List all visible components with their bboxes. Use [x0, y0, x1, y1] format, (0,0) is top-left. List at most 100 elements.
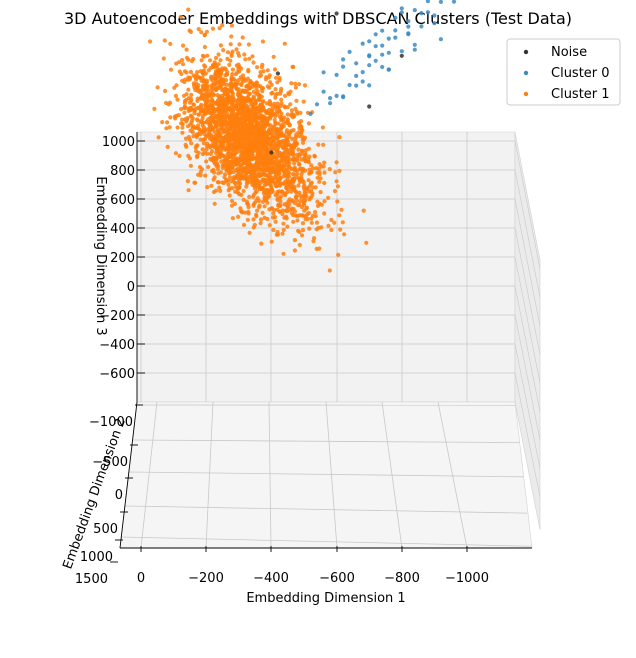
data-point	[215, 93, 220, 98]
data-point	[155, 85, 160, 90]
data-point	[208, 144, 213, 149]
data-point	[229, 23, 235, 28]
data-point	[317, 172, 322, 177]
data-point	[299, 233, 305, 238]
data-point	[179, 71, 184, 77]
data-point	[241, 197, 246, 202]
data-point	[250, 180, 255, 185]
data-point	[228, 42, 233, 47]
data-point	[292, 161, 297, 166]
data-point	[279, 159, 284, 164]
data-point	[367, 63, 372, 68]
data-point	[163, 88, 168, 94]
data-point	[259, 128, 264, 133]
data-point	[252, 106, 257, 111]
data-point	[232, 138, 237, 143]
data-point	[295, 175, 300, 180]
data-point	[380, 52, 385, 57]
data-point	[218, 139, 223, 144]
data-point	[212, 145, 217, 150]
data-point	[306, 210, 311, 216]
data-point	[438, 0, 443, 4]
data-point	[242, 52, 247, 57]
data-point	[270, 104, 275, 109]
data-point	[294, 109, 299, 114]
data-point	[293, 143, 298, 148]
data-point	[252, 140, 257, 145]
data-point	[271, 211, 276, 216]
data-point	[255, 105, 260, 110]
data-point	[241, 188, 246, 194]
data-point	[160, 120, 165, 125]
data-point	[360, 79, 365, 84]
data-point	[245, 164, 250, 169]
data-point	[278, 91, 283, 96]
data-point	[285, 163, 291, 168]
data-point	[406, 19, 411, 24]
data-point	[259, 140, 264, 145]
data-point	[269, 239, 274, 244]
data-point	[291, 112, 296, 117]
data-point	[244, 112, 249, 118]
data-point	[224, 129, 229, 134]
data-point	[327, 167, 332, 172]
data-point	[297, 190, 302, 195]
x-tick-label: −400	[253, 571, 289, 586]
data-point	[298, 110, 303, 115]
data-point	[306, 178, 311, 183]
data-point	[306, 121, 311, 126]
data-point	[274, 156, 279, 161]
data-point	[309, 163, 314, 168]
data-point	[321, 89, 326, 94]
data-point	[209, 87, 214, 92]
data-point	[244, 184, 249, 189]
data-point	[288, 189, 294, 194]
data-point	[260, 199, 265, 204]
data-point	[187, 100, 192, 105]
data-point	[197, 165, 203, 170]
x-tick-label: −600	[319, 571, 355, 586]
data-point	[246, 211, 251, 216]
data-point	[306, 146, 311, 151]
data-point	[187, 28, 192, 33]
data-point	[311, 166, 316, 171]
data-point	[333, 170, 338, 175]
data-point	[165, 144, 170, 149]
z-tick-label: 0	[127, 280, 135, 295]
data-point	[249, 97, 254, 102]
data-point	[221, 142, 226, 147]
data-point	[245, 76, 250, 81]
data-point	[156, 135, 161, 140]
data-point	[258, 164, 263, 169]
data-point	[221, 153, 226, 158]
data-point	[438, 37, 443, 42]
data-point	[229, 198, 235, 204]
data-point	[198, 132, 203, 137]
data-point	[335, 199, 340, 204]
data-point	[282, 215, 287, 220]
data-point	[229, 179, 234, 184]
data-point	[225, 70, 230, 75]
data-point	[338, 227, 343, 232]
data-point	[292, 188, 297, 193]
data-point	[257, 97, 262, 102]
z-axis-ticks: 1000 800 600 400 200 0 −200 −400 −600	[99, 135, 145, 382]
data-point	[264, 156, 269, 161]
data-point	[236, 136, 241, 141]
data-point	[216, 180, 221, 185]
data-point	[251, 217, 256, 222]
data-point	[218, 84, 223, 89]
data-point	[283, 173, 288, 178]
legend-label-cluster-1: Cluster 1	[551, 87, 610, 102]
data-point	[165, 120, 170, 125]
data-point	[222, 175, 227, 180]
data-point	[208, 100, 213, 105]
data-point	[292, 172, 297, 177]
data-point	[290, 64, 295, 69]
data-point	[228, 162, 234, 167]
data-point	[168, 115, 173, 120]
data-point	[202, 63, 207, 68]
data-point	[341, 57, 346, 62]
data-point	[271, 227, 276, 233]
data-point	[277, 153, 282, 158]
